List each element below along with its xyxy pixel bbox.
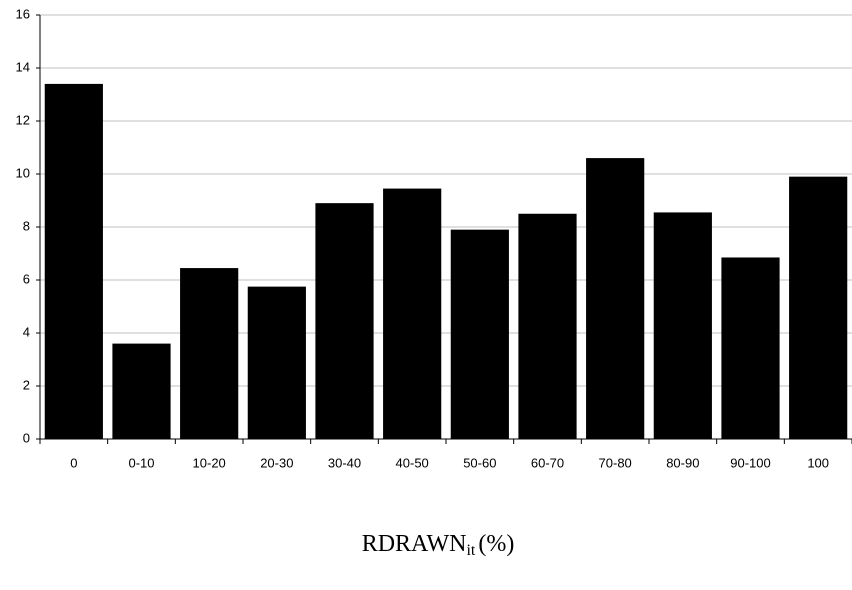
bar bbox=[518, 213, 577, 439]
y-tick-label: 0 bbox=[23, 430, 30, 445]
bar bbox=[586, 158, 645, 439]
bar bbox=[315, 203, 374, 439]
y-tick-label: 6 bbox=[23, 271, 30, 286]
x-tick-label: 90-100 bbox=[730, 455, 770, 470]
x-tick-label: 80-90 bbox=[666, 455, 699, 470]
x-tick-label: 50-60 bbox=[463, 455, 496, 470]
bar bbox=[789, 176, 848, 439]
x-tick-label: 70-80 bbox=[599, 455, 632, 470]
x-tick-label: 0-10 bbox=[128, 455, 154, 470]
y-tick-label: 10 bbox=[16, 165, 30, 180]
x-axis-title-suffix: (%) bbox=[478, 531, 514, 557]
y-tick-label: 14 bbox=[16, 59, 30, 74]
y-tick-label: 4 bbox=[23, 324, 30, 339]
bar bbox=[112, 343, 171, 439]
bar bbox=[44, 83, 103, 440]
bar bbox=[247, 286, 306, 439]
bar bbox=[383, 188, 442, 439]
x-axis-title: RDRAWNit (%) bbox=[362, 531, 515, 559]
y-tick-label: 12 bbox=[16, 112, 30, 127]
x-axis-title-sub: it bbox=[466, 542, 475, 559]
y-tick-label: 8 bbox=[23, 218, 30, 233]
bar bbox=[180, 268, 239, 439]
x-tick-label: 60-70 bbox=[531, 455, 564, 470]
x-tick-label: 40-50 bbox=[396, 455, 429, 470]
x-tick-label: 10-20 bbox=[193, 455, 226, 470]
x-tick-label: 100 bbox=[807, 455, 829, 470]
x-tick-label: 30-40 bbox=[328, 455, 361, 470]
y-tick-label: 2 bbox=[23, 377, 30, 392]
x-tick-label: 0 bbox=[70, 455, 77, 470]
x-tick-label: 20-30 bbox=[260, 455, 293, 470]
x-axis-title-main: RDRAWN bbox=[362, 531, 467, 557]
bar bbox=[721, 257, 780, 439]
y-tick-label: 16 bbox=[16, 6, 30, 21]
bar bbox=[450, 229, 509, 439]
bar bbox=[653, 212, 712, 439]
